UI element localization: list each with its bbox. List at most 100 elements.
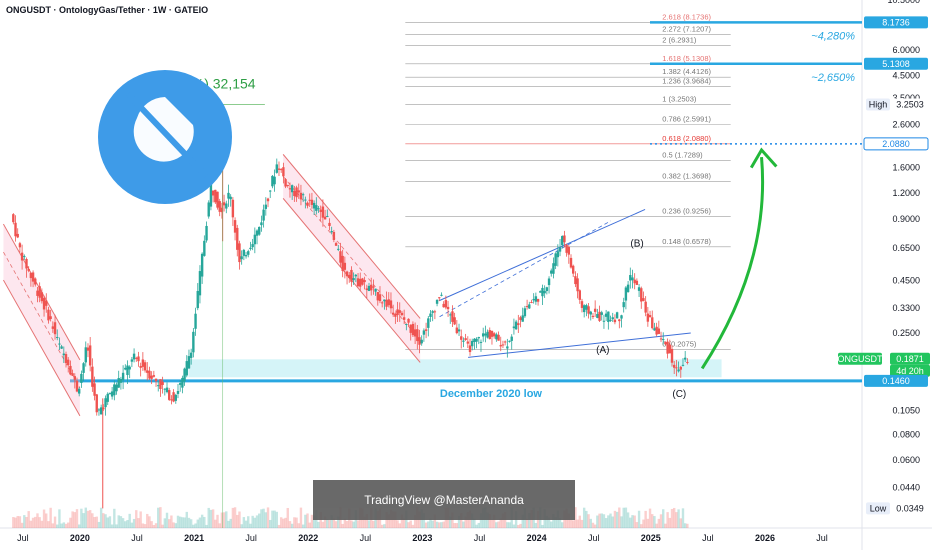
volume-bar xyxy=(407,522,410,528)
candle-body xyxy=(468,345,472,353)
candle-body xyxy=(16,233,19,238)
volume-bar xyxy=(95,516,98,528)
candle-body xyxy=(282,167,285,177)
candle-body xyxy=(154,378,158,382)
volume-bar xyxy=(574,507,577,528)
volume-bar xyxy=(659,514,663,528)
volume-bar xyxy=(651,514,654,528)
volume-bar xyxy=(385,512,388,528)
volume-bar xyxy=(203,516,206,528)
volume-bar xyxy=(124,521,127,528)
candle-body xyxy=(36,290,39,296)
candle-body xyxy=(574,276,577,285)
volume-bar xyxy=(36,513,39,528)
volume-bar xyxy=(132,518,136,528)
candle-body xyxy=(262,209,265,221)
candle-body xyxy=(411,323,415,336)
falling-channel-2-upper xyxy=(282,154,421,319)
candle-body xyxy=(40,292,44,302)
volume-bar xyxy=(174,523,177,528)
candle-body xyxy=(64,354,68,364)
volume-bar xyxy=(506,522,509,528)
volume-bar xyxy=(453,523,456,528)
candle-body xyxy=(572,265,575,274)
volume-bar xyxy=(143,524,147,528)
volume-bar xyxy=(508,522,511,528)
volume-bar xyxy=(31,517,35,528)
candle-body xyxy=(442,303,445,308)
candle-body xyxy=(481,333,485,337)
candle-body xyxy=(75,380,79,392)
volume-bar xyxy=(200,514,204,528)
candle-body xyxy=(453,317,456,325)
candle-body xyxy=(512,326,516,329)
fib-level-label: 1.236 (3.9684) xyxy=(662,77,711,86)
candle-body xyxy=(49,316,52,320)
candle-body xyxy=(174,394,177,401)
volume-bar xyxy=(635,522,639,528)
candle-body xyxy=(495,334,498,340)
volume-bar xyxy=(25,516,28,528)
price-label: Low xyxy=(870,503,887,513)
candle-body xyxy=(194,313,197,329)
candle-body xyxy=(345,271,349,277)
volume-bar xyxy=(624,507,628,528)
candle-body xyxy=(80,373,83,383)
candle-body xyxy=(668,344,672,354)
candle-body xyxy=(541,287,544,297)
volume-bar xyxy=(422,513,426,528)
volume-bar xyxy=(334,521,338,528)
candle-body xyxy=(185,361,188,376)
candle-body xyxy=(602,320,606,322)
volume-bar xyxy=(670,508,674,528)
volume-bar xyxy=(528,512,531,528)
candle-body xyxy=(532,298,535,301)
volume-bar xyxy=(119,516,123,528)
candle-body xyxy=(299,192,303,200)
candle-body xyxy=(455,327,459,334)
candle-body xyxy=(56,337,59,339)
volume-bar xyxy=(91,513,94,528)
volume-bar xyxy=(492,514,496,528)
volume-bar xyxy=(27,511,30,528)
volume-bar xyxy=(152,524,156,528)
candle-body xyxy=(170,399,173,401)
fib-level-label: 0.786 (2.5991) xyxy=(662,114,711,123)
candle-body xyxy=(477,337,480,339)
candle-body xyxy=(277,168,281,170)
volume-bar xyxy=(424,522,428,528)
candle-body xyxy=(398,310,401,313)
candle-body xyxy=(530,302,533,304)
candle-body xyxy=(146,370,149,373)
volume-bar xyxy=(411,524,415,528)
volume-bar xyxy=(341,523,344,528)
candle-body xyxy=(576,278,579,292)
volume-bar xyxy=(471,513,474,528)
wedge-upper xyxy=(439,209,646,301)
fib-level-label: 1.618 (5.1308) xyxy=(662,54,711,63)
volume-bar xyxy=(249,523,252,528)
volume-bar xyxy=(554,517,557,528)
volume-bar xyxy=(253,517,257,528)
candle-body xyxy=(93,383,96,396)
candle-body xyxy=(95,394,98,413)
candle-body xyxy=(662,339,665,341)
support-label: December 2020 low xyxy=(440,388,543,400)
candle-body xyxy=(29,272,33,279)
volume-bar xyxy=(525,518,529,528)
y-tick-label: 1.2000 xyxy=(892,188,920,198)
volume-bar xyxy=(675,512,678,528)
candle-body xyxy=(451,311,454,322)
candle-body xyxy=(545,287,549,292)
candle-body xyxy=(328,222,331,226)
fib-level-label: 1.382 (4.4126) xyxy=(662,67,711,76)
candle-body xyxy=(86,347,90,351)
y-tick-label: 0.0800 xyxy=(892,429,920,439)
volume-bar xyxy=(308,522,311,528)
volume-bar xyxy=(686,523,689,528)
candle-body xyxy=(359,278,362,287)
volume-bar xyxy=(442,521,445,528)
price-label: 2.0880 xyxy=(882,139,910,149)
